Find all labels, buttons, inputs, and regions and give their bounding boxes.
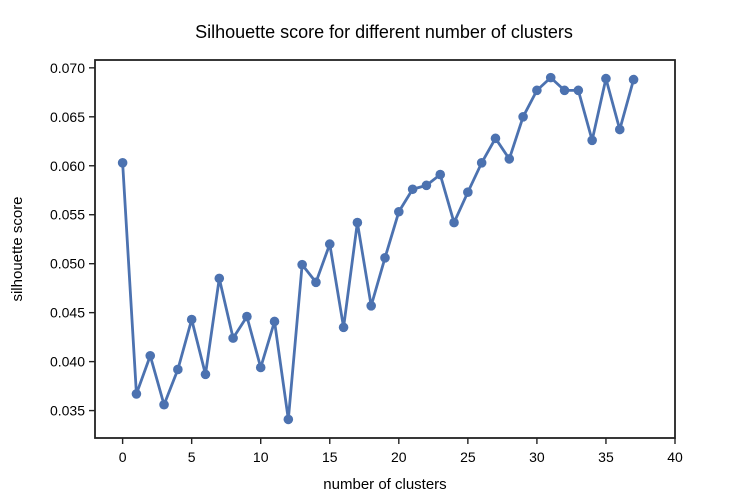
chart-title: Silhouette score for different number of… xyxy=(195,22,573,42)
data-point xyxy=(614,124,625,135)
data-point xyxy=(283,414,294,425)
data-point xyxy=(255,362,266,373)
data-point xyxy=(573,85,584,96)
x-tick-label: 35 xyxy=(598,449,614,465)
x-tick-label: 5 xyxy=(188,449,196,465)
y-tick-label: 0.035 xyxy=(50,403,85,419)
data-point xyxy=(269,316,280,327)
y-tick-label: 0.040 xyxy=(50,354,85,370)
data-point xyxy=(117,158,128,168)
data-point xyxy=(366,300,376,311)
x-tick-label: 15 xyxy=(322,449,338,465)
data-point xyxy=(504,154,515,164)
data-point xyxy=(297,259,307,270)
x-tick-label: 25 xyxy=(460,449,476,465)
series-line xyxy=(121,76,635,421)
data-point xyxy=(435,169,446,180)
y-tick-label: 0.065 xyxy=(50,109,85,125)
data-point xyxy=(324,239,335,249)
y-tick-label: 0.050 xyxy=(50,256,85,272)
data-point xyxy=(628,74,639,85)
data-point xyxy=(186,314,197,325)
x-tick-label: 40 xyxy=(667,449,683,465)
data-point xyxy=(159,399,169,410)
x-axis-label: number of clusters xyxy=(323,476,446,493)
y-tick-label: 0.060 xyxy=(50,158,85,174)
data-point xyxy=(311,277,321,288)
data-point xyxy=(131,389,142,399)
data-point xyxy=(559,85,570,96)
x-tick-label: 10 xyxy=(253,449,269,465)
data-point xyxy=(545,72,556,83)
data-point xyxy=(463,187,473,198)
series-layer xyxy=(117,72,639,425)
data-point xyxy=(352,217,363,228)
data-point xyxy=(518,111,528,122)
data-point xyxy=(228,333,238,343)
data-point xyxy=(490,133,501,144)
data-point xyxy=(173,364,183,375)
y-tick-label: 0.055 xyxy=(50,207,85,223)
y-tick-label: 0.070 xyxy=(50,60,85,76)
data-point xyxy=(200,369,211,380)
data-point xyxy=(338,322,349,333)
y-axis-label: silhouette score xyxy=(9,196,26,301)
data-point xyxy=(476,158,487,168)
y-tick-label: 0.045 xyxy=(50,305,85,321)
x-tick-label: 20 xyxy=(391,449,407,465)
data-point xyxy=(601,73,611,84)
data-point xyxy=(214,273,225,284)
data-point xyxy=(407,184,418,195)
data-point xyxy=(145,350,156,361)
data-point xyxy=(532,85,542,96)
data-point xyxy=(449,217,459,228)
data-point xyxy=(242,311,252,322)
x-tick-label: 30 xyxy=(529,449,545,465)
plot-frame xyxy=(94,59,676,439)
data-point xyxy=(394,206,404,217)
data-point xyxy=(421,180,432,191)
axis-ticks: 0 5 10 15 20 25 30 35 40 0.035 0.040 0.045 0.050 0.05… xyxy=(50,60,683,465)
data-point xyxy=(380,253,390,263)
data-point xyxy=(587,135,597,146)
x-tick-label: 0 xyxy=(119,449,127,465)
